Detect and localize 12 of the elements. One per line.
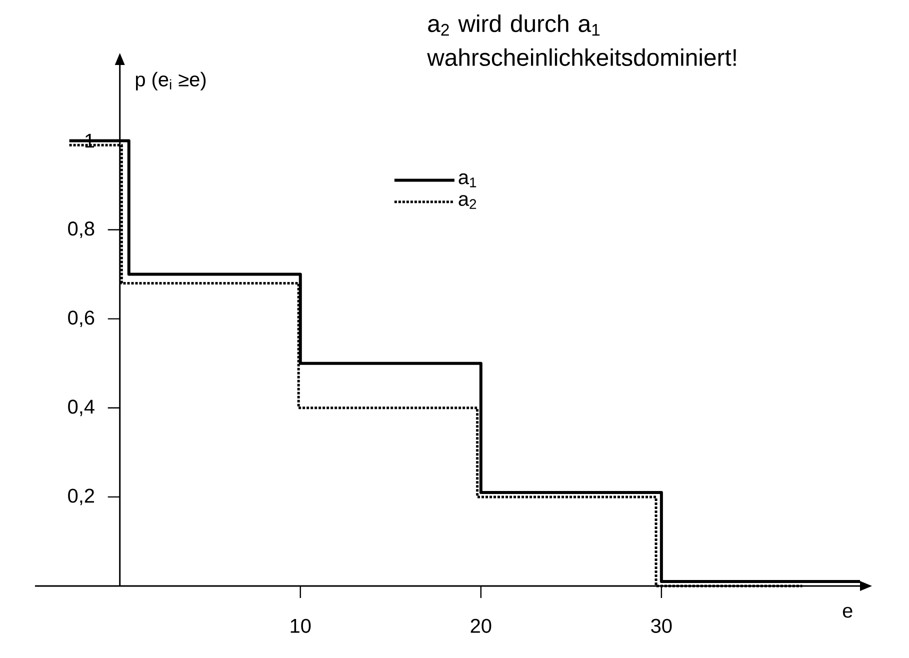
- y-tick-label: 0,8: [68, 222, 94, 238]
- y-axis-title: p (e$_{i}$ ≥e): [136, 72, 206, 90]
- y-tick-label: 0,2: [68, 488, 94, 506]
- x-axis-title: e: [842, 606, 852, 618]
- x-tick-label: 30: [651, 618, 672, 633]
- x-tick-label: 10: [290, 618, 311, 633]
- annotation: a$_{2}$ wird durch a$_{1}$ wahrscheinlichkeitsdominiert!: [427, 14, 736, 66]
- legend-label: a$_{1}$: [458, 173, 476, 188]
- y-tick-label: 0,6: [68, 310, 94, 328]
- legend-label: a$_{2}$: [458, 195, 476, 209]
- y-tick-label: 0,4: [68, 400, 94, 416]
- x-tick-label: 20: [470, 618, 492, 633]
